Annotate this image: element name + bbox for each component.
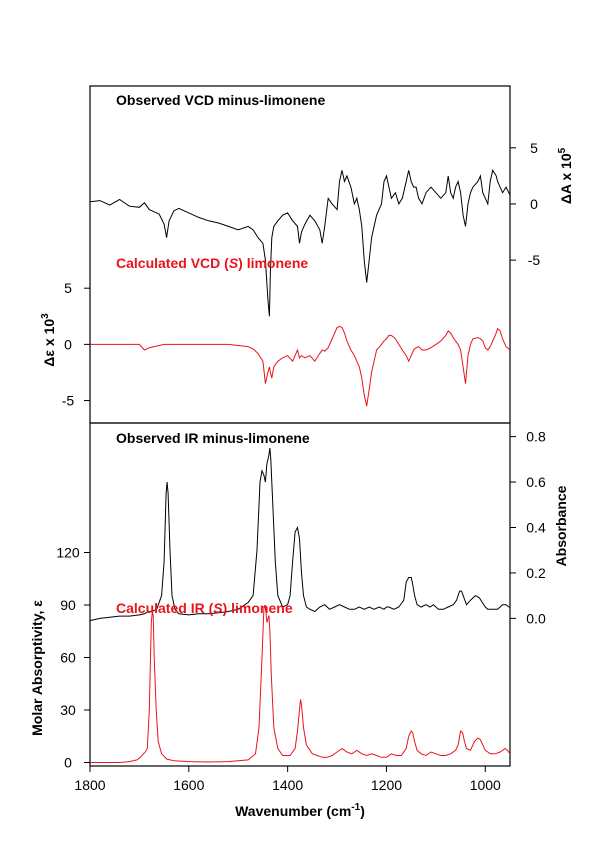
ir-right-tick-label: 0.6 <box>526 474 546 490</box>
ir-left-tick-label: 90 <box>60 597 76 613</box>
vcd-left-axis-title: Δε x 103 <box>40 313 57 367</box>
x-axis-title: Wavenumber (cm-1) <box>235 802 365 819</box>
ir-left-axis-title: Molar Absorptivity, ε <box>29 600 45 736</box>
vcd-left-tick-label: 5 <box>64 280 72 296</box>
vcd-calculated-series <box>90 325 511 407</box>
ir-right-tick-label: 0.2 <box>526 565 546 581</box>
ir-right-tick-label: 0.4 <box>526 519 546 535</box>
ir-right-tick-label: 0.8 <box>526 429 546 445</box>
vcd-right-tick-label: 0 <box>530 196 538 212</box>
x-tick-label: 1200 <box>371 777 402 793</box>
vcd-observed-title: Observed VCD minus-limonene <box>116 92 325 108</box>
vcd-right-axis-title: ΔA x 105 <box>557 147 574 204</box>
x-tick-label: 1600 <box>173 777 204 793</box>
ir-observed-title: Observed IR minus-limonene <box>116 430 310 446</box>
plot-area <box>89 169 511 763</box>
ir-calculated-title: Calculated IR (S) limonene <box>116 600 293 616</box>
vcd-observed-series <box>89 169 511 317</box>
ir-right-tick-label: 0.0 <box>526 610 546 626</box>
vcd-left-tick-label: 0 <box>64 336 72 352</box>
ir-left-tick-label: 30 <box>60 702 76 718</box>
vcd-right-tick-label: -5 <box>528 252 541 268</box>
ir-observed-series <box>89 447 510 622</box>
x-tick-label: 1800 <box>74 777 105 793</box>
ir-left-tick-label: 120 <box>56 545 80 561</box>
ir-left-tick-label: 0 <box>64 755 72 771</box>
vcd-left-tick-label: -5 <box>62 393 75 409</box>
vcd-right-tick-label: 5 <box>530 140 538 156</box>
ir-right-axis-title: Absorbance <box>553 485 569 566</box>
ir-panel-frame <box>89 422 511 767</box>
vcd-calculated-title: Calculated VCD (S) limonene <box>116 255 308 271</box>
axis-ticks: 1800 1600 1400 1200 1000-505-5050.00.20.40.6… <box>56 140 546 793</box>
ir-calculated-series <box>90 604 511 763</box>
ir-left-tick-label: 60 <box>60 650 76 666</box>
x-tick-label: 1400 <box>272 777 303 793</box>
x-tick-label: 1000 <box>470 777 501 793</box>
